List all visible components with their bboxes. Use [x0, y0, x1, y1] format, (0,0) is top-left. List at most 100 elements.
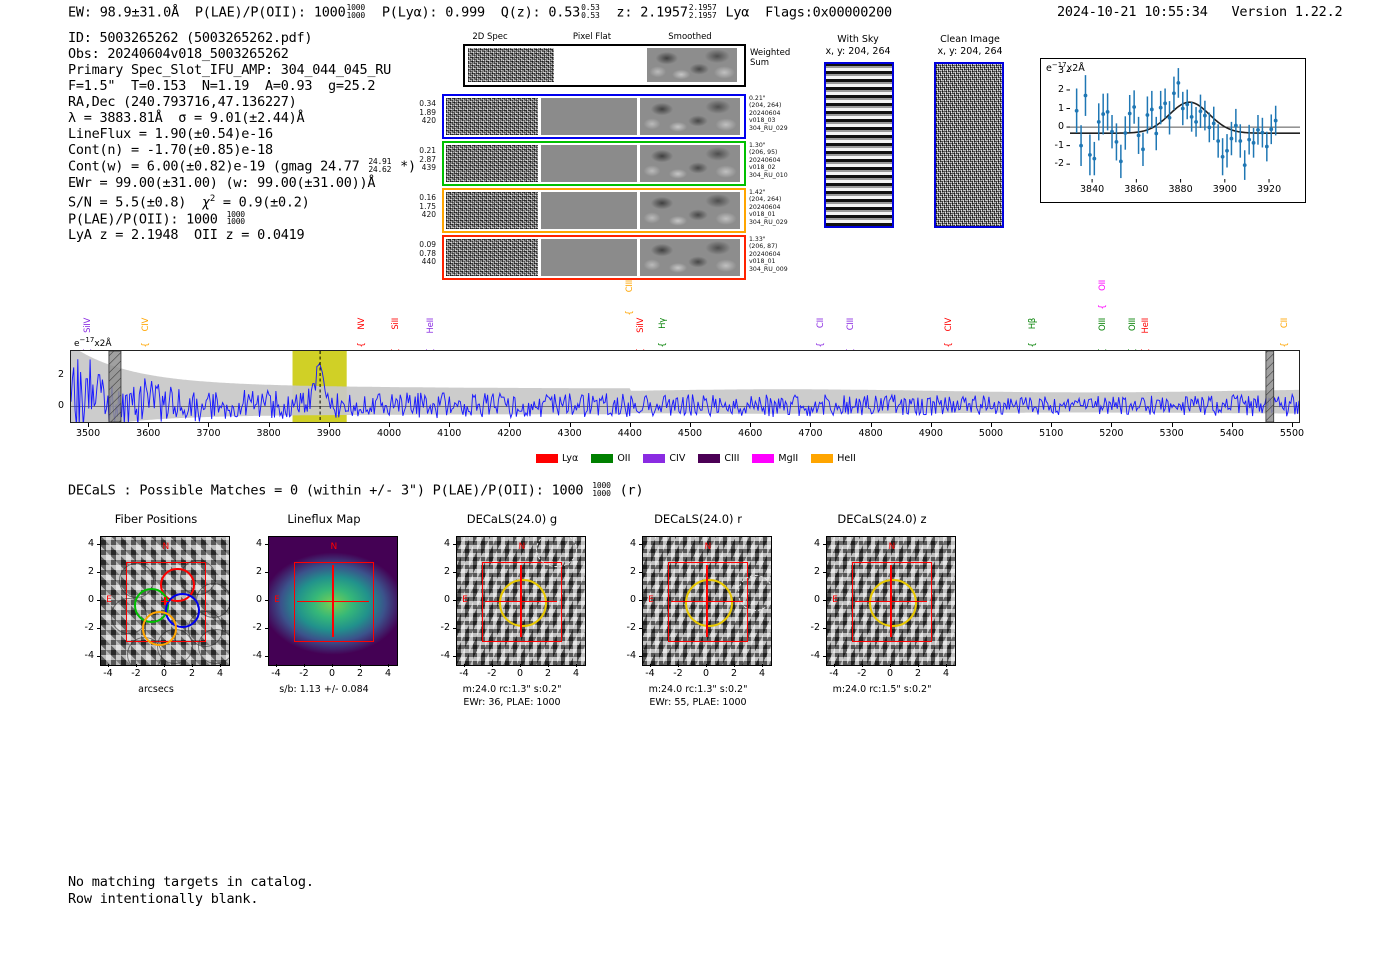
panel-xtick-label: 2 — [730, 668, 738, 679]
row-2dspec-image — [446, 98, 538, 135]
compass-north-label: N — [704, 542, 712, 553]
twod-spectrum-row[interactable] — [442, 94, 746, 139]
aperture-box — [293, 561, 375, 643]
panel-xtick — [492, 664, 493, 667]
decals-plae-range: 1000 1000 — [592, 481, 611, 498]
cutout-title-with-sky: With Sky x, y: 204, 264 — [825, 34, 891, 57]
summary-header: EW: 98.9±31.0Å P(LAE)/P(OII): 10001000 10… — [68, 4, 892, 21]
legend-label: Lyα — [562, 453, 579, 464]
compass-north-label: N — [162, 542, 170, 553]
center-crosshair-v — [332, 565, 334, 637]
panel-ytick — [453, 572, 456, 573]
line-profile-ytick: 2 — [1057, 83, 1064, 95]
z-species: Lyα — [725, 4, 750, 21]
panel-xtick-label: 4 — [216, 668, 224, 679]
panel-caption-primary: arcsecs — [138, 684, 174, 695]
decals-panel[interactable]: Fiber Positions N E -4 -4 -2 -2 0 0 2 2 4 4 arcsecs — [72, 508, 240, 723]
decals-panel-row: Fiber Positions N E -4 -4 -2 -2 0 0 2 2 4 4 arcsecs Li… — [0, 508, 1400, 723]
twod-row-left-stats: 0.34 1.89 420 — [419, 99, 436, 126]
panel-xtick — [650, 664, 651, 667]
twod-row-meta: 1.33" (206, 87) 20240604 v018_01 304_RU_009 — [749, 236, 788, 273]
spectrum-tick — [1171, 423, 1173, 427]
row-pixelflat-image — [541, 98, 637, 135]
emission-line-brace: { — [356, 342, 367, 348]
panel-xtick-label: -2 — [857, 668, 867, 679]
fiber-circle[interactable] — [165, 593, 200, 629]
row-pixelflat-image — [541, 145, 637, 182]
twod-spectrum-row[interactable] — [442, 141, 746, 186]
aperture-box — [851, 561, 933, 643]
panel-ytick — [639, 600, 642, 601]
decals-header-band: (r) — [611, 482, 644, 499]
panel-ytick-label: -4 — [626, 650, 636, 661]
info-cont-w: Cont(w) = 6.00(±0.82)e-19 (gmag 24.77 24… — [68, 157, 416, 176]
emission-line-label: Hβ — [1028, 318, 1039, 330]
compass-east-label: E — [274, 594, 280, 605]
line-profile-ytick: 1 — [1057, 102, 1064, 114]
spectrum-tick — [991, 423, 992, 427]
legend-label: HeII — [837, 453, 856, 464]
col-title-smoothed: Smoothed — [668, 32, 712, 42]
compass-north-label: N — [888, 542, 896, 553]
line-profile-ytick: 3 — [1057, 65, 1064, 77]
panel-xtick-label: 4 — [572, 668, 580, 679]
spectrum-xtick: 3600 — [136, 428, 161, 439]
decals-panel[interactable]: DECaLS(24.0) r N E -4 -4 -2 -2 0 0 2 2 4 4 m:24.0 rc:… — [614, 508, 782, 723]
z-range: 2.1957 2.1957 — [688, 3, 717, 20]
panel-ytick-label: -2 — [440, 622, 450, 633]
legend-item: OII — [591, 453, 630, 464]
fiber-circle[interactable] — [141, 611, 177, 646]
decals-panel[interactable]: DECaLS(24.0) z N E -4 -4 -2 -2 0 0 2 2 4 4 m:24.0 rc:… — [798, 508, 966, 723]
info-radec: RA,Dec (240.793716,47.136227) — [68, 94, 297, 111]
panel-ytick — [823, 628, 826, 629]
twod-row-meta: 1.30" (206, 95) 20240604 v018_02 304_RU_010 — [749, 142, 788, 179]
twod-spectrum-row[interactable] — [442, 235, 746, 280]
panel-xtick — [734, 664, 735, 667]
panel-xtick — [890, 664, 891, 667]
emission-line-brace: { — [943, 342, 954, 348]
weighted-sum-smoothed-image — [647, 48, 737, 82]
info-slot: Primary Spec_Slot_IFU_AMP: 304_044_045_R… — [68, 62, 391, 79]
panel-ytick-label: 4 — [813, 538, 820, 549]
twod-row-meta: 0.21" (204, 264) 20240604 v018_03 304_RU_029 — [749, 95, 788, 132]
panel-ytick — [639, 572, 642, 573]
line-profile-svg — [1066, 68, 1300, 183]
spectrum-xtick: 3900 — [316, 428, 341, 439]
emission-line-label: Hγ — [657, 318, 668, 329]
panel-ytick — [639, 628, 642, 629]
panel-xtick — [332, 664, 333, 667]
line-profile-units-label: e−17x2Å — [1046, 61, 1085, 75]
panel-ytick-label: 0 — [629, 594, 636, 605]
panel-xtick — [548, 664, 549, 667]
panel-ytick-label: -4 — [440, 650, 450, 661]
info-obs: Obs: 20240604v018_5003265262 — [68, 46, 289, 63]
panel-ytick — [97, 600, 100, 601]
info-seeing: F=1.5" T=0.153 N=1.19 A=0.93 g=25.2 — [68, 78, 376, 95]
panel-xtick — [520, 664, 521, 667]
legend-label: OII — [617, 453, 631, 464]
panel-xtick-label: -2 — [299, 668, 309, 679]
decals-panel[interactable]: DECaLS(24.0) g N E -4 -4 -2 -2 0 0 2 2 4 4 m:24.0 rc:… — [428, 508, 596, 723]
decals-panel[interactable]: Lineflux Map N E -4 -4 -2 -2 0 0 2 2 4 4 s/b: 1.13 +/… — [240, 508, 408, 723]
emission-line-label: OIII — [1128, 318, 1139, 332]
spectrum-xtick: 4100 — [437, 428, 462, 439]
spectrum-xtick: 5000 — [978, 428, 1004, 439]
line-profile-xtick: 3880 — [1168, 184, 1193, 195]
panel-ytick — [97, 656, 100, 657]
spectrum-xtick: 4200 — [497, 428, 522, 439]
full-spectrum-svg — [71, 351, 1299, 422]
emission-line-label: SiIV — [635, 318, 646, 333]
emission-line-legend: Lyα OII CIV CIII MgII HeII — [536, 453, 856, 464]
twod-spectrum-row[interactable] — [442, 188, 746, 233]
panel-ytick-label: -4 — [84, 650, 94, 661]
emission-line-label: HeII — [1141, 318, 1152, 334]
legend-swatch — [811, 454, 834, 463]
spectrum-xtick: 4300 — [557, 428, 582, 439]
spectrum-tick — [690, 423, 692, 427]
center-crosshair-v — [706, 565, 708, 637]
